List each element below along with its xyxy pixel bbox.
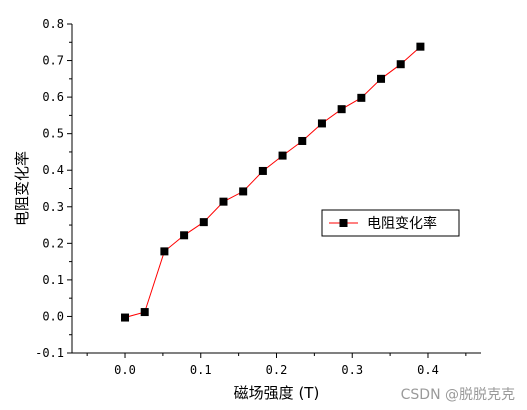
y-tick-label: 0.0 — [42, 309, 64, 323]
x-tick-label: 0.3 — [341, 363, 363, 377]
data-point — [357, 93, 366, 102]
y-tick-label: 0.2 — [42, 236, 64, 250]
x-tick-label: 0.4 — [417, 363, 439, 377]
watermark-text: CSDN @脱脱克克 — [401, 387, 515, 403]
data-point — [278, 151, 287, 160]
data-point — [121, 313, 130, 322]
data-point — [396, 60, 405, 69]
y-tick-label: 0.4 — [42, 163, 64, 177]
y-tick-label: 0.3 — [42, 200, 64, 214]
data-point — [140, 308, 149, 317]
series-line — [124, 46, 421, 318]
data-point — [298, 136, 307, 145]
y-tick-label: -0.1 — [35, 346, 64, 360]
y-tick-label: 0.5 — [42, 127, 64, 141]
x-tick-label: 0.1 — [190, 363, 212, 377]
x-tick-label: 0.2 — [266, 363, 288, 377]
y-tick-label: 0.1 — [42, 273, 64, 287]
data-point — [160, 247, 169, 256]
data-point — [317, 119, 326, 128]
data-point — [239, 187, 248, 196]
data-point — [416, 42, 425, 51]
data-point — [219, 197, 228, 206]
y-tick-label: 0.8 — [42, 17, 64, 31]
data-point — [337, 105, 346, 114]
data-point — [258, 166, 267, 175]
x-tick-label: 0.0 — [114, 363, 136, 377]
legend-marker — [339, 219, 348, 227]
data-point — [180, 231, 189, 240]
x-axis-title: 磁场强度 (T) — [234, 384, 320, 402]
legend-label: 电阻变化率 — [367, 215, 437, 232]
y-axis-title: 电阻变化率 — [13, 151, 31, 226]
data-point — [199, 218, 208, 227]
y-tick-label: 0.6 — [42, 90, 64, 104]
data-point — [377, 74, 386, 83]
y-tick-label: 0.7 — [42, 54, 64, 68]
